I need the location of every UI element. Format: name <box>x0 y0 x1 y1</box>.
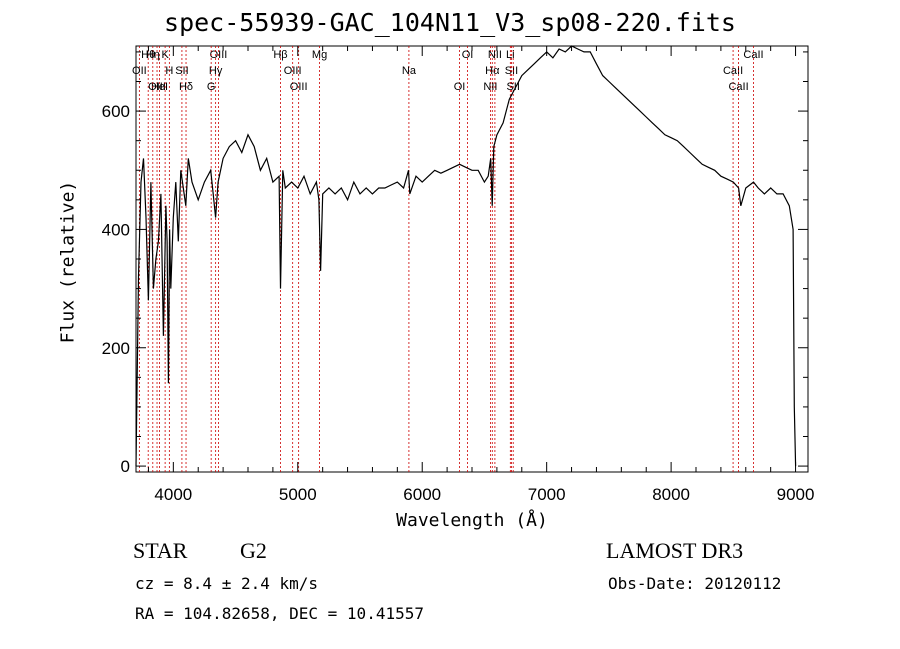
line-label: OIII <box>210 49 228 61</box>
redshift-cz: cz = 8.4 ± 2.4 km/s <box>135 574 319 593</box>
line-label: OI <box>462 49 474 61</box>
line-label: Hδ <box>179 81 193 93</box>
line-label: K <box>161 49 169 61</box>
line-label: Hη <box>146 49 160 61</box>
line-label: SII <box>506 81 519 93</box>
chart-title: spec-55939-GAC_104N11_V3_sp08-220.fits <box>164 8 736 37</box>
line-label: SII <box>505 65 518 77</box>
x-tick-label: 7000 <box>528 485 566 504</box>
y-tick-label: 0 <box>121 457 130 476</box>
x-tick-label: 9000 <box>777 485 815 504</box>
object-class: STAR <box>133 538 188 563</box>
y-axis-label: Flux (relative) <box>57 180 79 344</box>
line-label: Na <box>402 65 417 77</box>
line-label: Hθ <box>141 49 155 61</box>
x-tick-label: 5000 <box>279 485 317 504</box>
coordinates: RA = 104.82658, DEC = 10.41557 <box>135 604 424 623</box>
object-subclass: G2 <box>240 538 267 563</box>
x-tick-label: 8000 <box>652 485 690 504</box>
y-tick-label: 200 <box>102 339 130 358</box>
flux-line <box>135 45 797 467</box>
y-tick-label: 600 <box>102 102 130 121</box>
line-label: OI <box>454 81 466 93</box>
line-label: Hβ <box>273 49 287 61</box>
x-axis-label: Wavelength (Å) <box>396 510 548 531</box>
line-label: OII <box>132 65 147 77</box>
line-label: CaII <box>743 49 763 61</box>
x-tick-label: 6000 <box>403 485 441 504</box>
line-label: Mg <box>312 49 327 61</box>
line-label: Hγ <box>209 65 223 77</box>
line-label: HeI <box>151 81 168 93</box>
plot-frame <box>135 45 809 473</box>
y-tick-label: 400 <box>102 220 130 239</box>
line-label: CaII <box>723 65 743 77</box>
survey-name: LAMOST DR3 <box>606 538 744 563</box>
line-label: SII <box>175 65 188 77</box>
line-label: H <box>165 65 173 77</box>
line-label: Li <box>506 49 515 61</box>
line-label: Hα <box>485 65 500 77</box>
line-label: OIII <box>284 65 302 77</box>
line-label: OIII <box>290 81 308 93</box>
line-label: CaII <box>728 81 748 93</box>
line-label: G <box>207 81 216 93</box>
line-label: NII <box>488 49 502 61</box>
line-label: NII <box>483 81 497 93</box>
observation-date: Obs-Date: 20120112 <box>608 574 782 593</box>
x-tick-label: 4000 <box>154 485 192 504</box>
